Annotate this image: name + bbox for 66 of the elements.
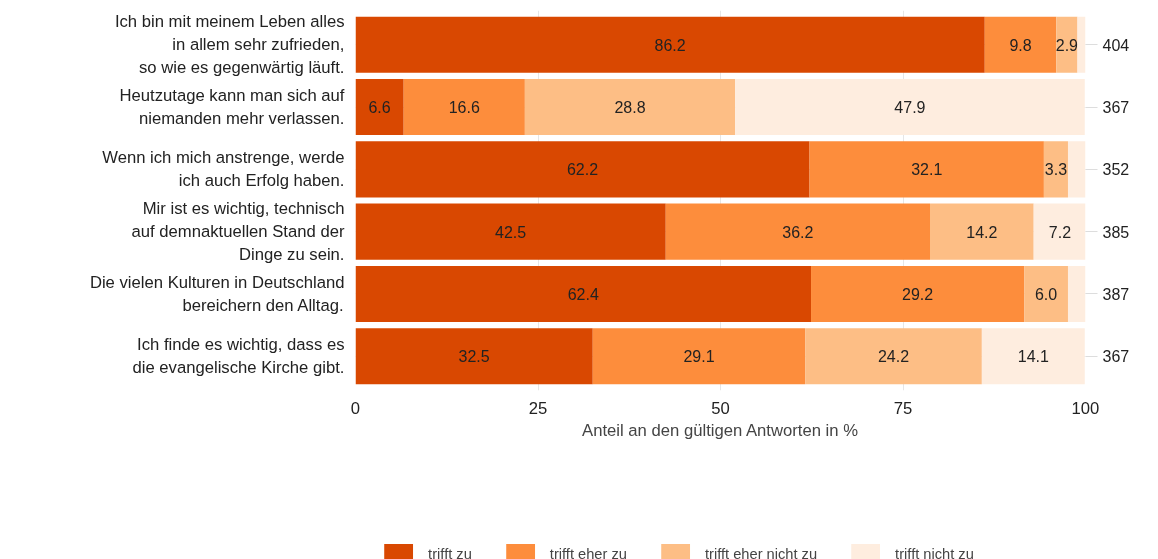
bar bbox=[355, 79, 404, 136]
x-tick-label: 25 bbox=[528, 398, 548, 418]
data-label: 6.6 bbox=[368, 99, 391, 117]
data-label: 16.6 bbox=[448, 99, 480, 117]
bar bbox=[1043, 141, 1068, 198]
data-label: 6.0 bbox=[1034, 285, 1058, 303]
bar bbox=[984, 16, 1057, 73]
data-label: 42.5 bbox=[495, 223, 527, 241]
bar bbox=[355, 265, 812, 322]
bar bbox=[355, 16, 985, 73]
text: 367 bbox=[1102, 99, 1130, 117]
bar bbox=[805, 328, 982, 385]
y-tick-label: Heutzutage kann man sich auf niemanden mehr verlassen. bbox=[119, 86, 345, 128]
data-label: 47.9 bbox=[894, 99, 926, 117]
data-label: 14.1 bbox=[1017, 348, 1049, 366]
x-tick-label: 50 bbox=[711, 398, 730, 418]
data-label: 29.1 bbox=[683, 348, 715, 366]
bar bbox=[1067, 141, 1086, 198]
bar bbox=[403, 79, 525, 136]
bar bbox=[735, 79, 1085, 136]
legend-label: trifft eher zu bbox=[549, 546, 627, 559]
x-tick-label: 75 bbox=[893, 398, 913, 418]
text: 387 bbox=[1102, 285, 1130, 303]
data-label: 32.1 bbox=[911, 161, 943, 179]
bar bbox=[592, 328, 806, 385]
data-label: 24.2 bbox=[877, 348, 910, 366]
data-label: 14.2 bbox=[966, 223, 998, 241]
bar bbox=[665, 203, 931, 260]
bar bbox=[809, 141, 1044, 198]
text: 385 bbox=[1102, 223, 1130, 241]
data-label: 29.2 bbox=[902, 285, 934, 303]
legend-label: trifft nicht zu bbox=[895, 546, 974, 559]
bar bbox=[811, 265, 1025, 322]
text: 404 bbox=[1102, 36, 1130, 54]
text: 352 bbox=[1102, 161, 1130, 179]
data-label: 36.2 bbox=[782, 223, 814, 241]
x-tick-label: 0 bbox=[350, 398, 361, 418]
data-label: 62.4 bbox=[567, 285, 599, 303]
y-tick-label: Wenn ich mich anstrenge, werde ich auch Erfolg haben. bbox=[102, 148, 345, 191]
legend-label: trifft eher nicht zu bbox=[704, 546, 818, 559]
data-label: 2.9 bbox=[1055, 36, 1079, 54]
data-label: 3.3 bbox=[1044, 161, 1068, 179]
data-label: 86.2 bbox=[654, 36, 686, 54]
bar bbox=[1067, 265, 1086, 322]
data-label: 9.8 bbox=[1009, 36, 1032, 54]
data-label: 28.8 bbox=[614, 99, 646, 117]
legend-label: trifft zu bbox=[428, 546, 472, 559]
y-tick-label: Mir ist es wichtig, technisch auf demnaktuellen Stand der Dinge zu sein. bbox=[131, 199, 345, 264]
data-label: 7.2 bbox=[1048, 223, 1072, 241]
y-tick-label: Die vielen Kulturen in Deutschland bereichern den Alltag. bbox=[89, 273, 345, 315]
y-tick-label: Ich bin mit meinem Leben alles in allem sehr zufrieden, so wie es gegenwärtig läuft. bbox=[114, 12, 345, 78]
x-tick-label: 100 bbox=[1071, 398, 1100, 418]
bar bbox=[1033, 203, 1086, 260]
bar bbox=[355, 328, 593, 385]
bar bbox=[355, 141, 810, 198]
bar bbox=[355, 203, 666, 260]
bar bbox=[981, 328, 1085, 385]
bar bbox=[930, 203, 1034, 260]
data-label: 32.5 bbox=[458, 348, 490, 366]
text: 367 bbox=[1102, 348, 1130, 366]
data-label: 62.2 bbox=[566, 161, 599, 179]
bar bbox=[1024, 265, 1068, 322]
bar bbox=[524, 79, 736, 136]
y-tick-label: Ich finde es wichtig, dass es die evangelische Kirche gibt. bbox=[132, 335, 345, 378]
bar bbox=[1077, 16, 1086, 73]
x-axis-title: Anteil an den gültigen Antworten in % bbox=[582, 420, 859, 440]
